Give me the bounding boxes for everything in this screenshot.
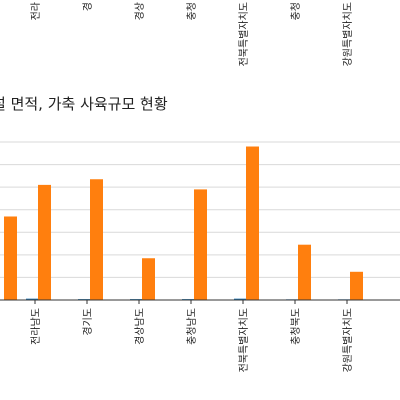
x-tick-label: 충청남도	[186, 308, 198, 345]
x-tick-labels: 전라남도 경기도 경상남도 충청남도 전북특별자치도 충청북도 강원특별자치도	[30, 300, 354, 372]
top-tick-label: 전라	[30, 2, 42, 20]
bar	[246, 146, 259, 300]
bar	[234, 298, 246, 300]
bar-partial	[4, 216, 17, 300]
x-tick-label: 강원특별자치도	[342, 308, 354, 372]
x-tick-label: 전라남도	[30, 308, 42, 345]
x-tick-label: 전북특별자치도	[238, 308, 250, 372]
bars	[4, 146, 363, 301]
x-tick-label: 경기도	[81, 308, 94, 336]
top-tick-label: 충청	[290, 2, 302, 20]
bar	[142, 258, 155, 300]
bar	[26, 298, 38, 300]
chart-title: 설 면적, 가축 사육규모 현황	[0, 95, 168, 113]
top-tick-label: 경	[81, 2, 94, 11]
x-tick-label: 경상남도	[133, 308, 146, 345]
bar	[350, 271, 363, 300]
top-tick-labels: 전라 경 경상 충청 전북특별자치도 충청 강원특별자치도	[30, 2, 354, 66]
top-tick-label: 경상	[133, 2, 146, 20]
bar	[38, 184, 51, 300]
top-tick-label: 충청	[186, 2, 198, 20]
top-tick-label: 강원특별자치도	[342, 2, 354, 66]
bar	[90, 179, 103, 300]
bar	[298, 244, 311, 300]
bar	[194, 189, 207, 300]
top-tick-label: 전북특별자치도	[238, 2, 250, 66]
x-tick-label: 충청북도	[290, 308, 302, 345]
